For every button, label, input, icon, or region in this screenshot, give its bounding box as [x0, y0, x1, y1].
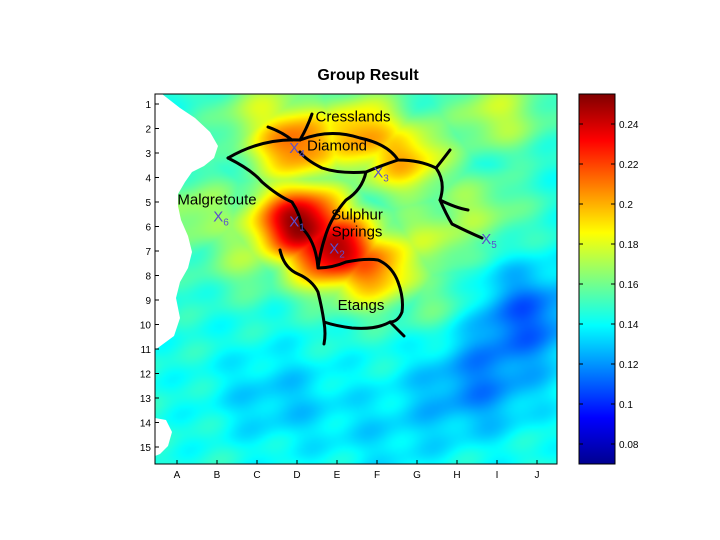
x-tick-label: B: [214, 470, 221, 481]
heatmap-field: [155, 94, 557, 464]
y-tick-label: 12: [140, 370, 152, 381]
y-tick-label: 3: [145, 149, 151, 160]
road-south-loop: [278, 248, 406, 346]
y-tick-label: 5: [145, 198, 151, 209]
colorbar-tick-label: 0.18: [619, 240, 639, 251]
place-label: Etangs: [338, 297, 385, 314]
y-tick-label: 6: [145, 223, 151, 234]
colorbar-tick-label: 0.16: [619, 280, 639, 291]
colorbar-tick-label: 0.12: [619, 360, 639, 371]
y-tick-label: 11: [141, 345, 152, 356]
y-tick-label: 2: [145, 125, 151, 136]
x-tick-label: E: [334, 470, 341, 481]
y-tick-label: 4: [145, 174, 151, 185]
site-marker-subscript: 2: [339, 250, 345, 261]
y-tick-label: 13: [140, 394, 152, 405]
site-marker-subscript: 5: [491, 240, 497, 251]
place-label: Malgretoute: [177, 192, 256, 209]
y-tick-label: 15: [140, 443, 152, 454]
colorbar-tick-label: 0.24: [619, 120, 639, 131]
colorbar-ticks: 0.08 0.1 0.12 0.14 0.16 0.18 0.2 0.22 0.24: [579, 120, 639, 451]
place-label: Sulphur: [331, 206, 383, 223]
x-tick-label: C: [253, 470, 260, 481]
coastline-sea-left: [155, 94, 218, 350]
colorbar-tick-label: 0.1: [619, 400, 633, 411]
colorbar: [578, 93, 616, 465]
x-tick-label: A: [174, 470, 181, 481]
colorbar-tick-label: 0.2: [619, 200, 633, 211]
plot-area: [155, 94, 557, 464]
x-tick-label: D: [293, 470, 300, 481]
x-tick-label: J: [535, 470, 540, 481]
plot-frame: [154, 93, 558, 465]
x-tick-label: F: [374, 470, 380, 481]
x-tick-label: G: [413, 470, 421, 481]
site-marker-subscript: 4: [299, 149, 305, 160]
site-marker-subscript: 6: [223, 218, 229, 229]
site-marker-subscript: 1: [299, 223, 305, 234]
road-central: [300, 170, 400, 284]
y-tick-label: 10: [140, 321, 152, 332]
place-label: Diamond: [307, 138, 367, 155]
colorbar-tick-label: 0.14: [619, 320, 639, 331]
y-tick-label: 1: [145, 100, 151, 111]
site-marker-subscript: 3: [383, 174, 389, 185]
place-label: Springs: [332, 223, 383, 240]
x-axis-ticks: A B C D E F G H I J: [174, 460, 540, 481]
colorbar-tick-label: 0.22: [619, 160, 639, 171]
colorbar-tick-label: 0.08: [619, 440, 639, 451]
coastline-sea-bottom-left: [155, 418, 172, 456]
y-tick-label: 7: [145, 247, 151, 258]
place-label: Cresslands: [315, 108, 390, 125]
road-north-spur: [266, 112, 400, 174]
chart-title: Group Result: [317, 67, 419, 84]
road-west: [226, 156, 304, 230]
x-tick-label: H: [453, 470, 460, 481]
map-labels: Cresslands Diamond Malgretoute SulphurSprin…: [177, 108, 497, 314]
road-east: [434, 148, 470, 212]
y-tick-label: 8: [145, 272, 151, 283]
y-tick-label: 14: [140, 419, 152, 430]
y-tick-label: 9: [145, 296, 151, 307]
x-tick-label: I: [496, 470, 499, 481]
